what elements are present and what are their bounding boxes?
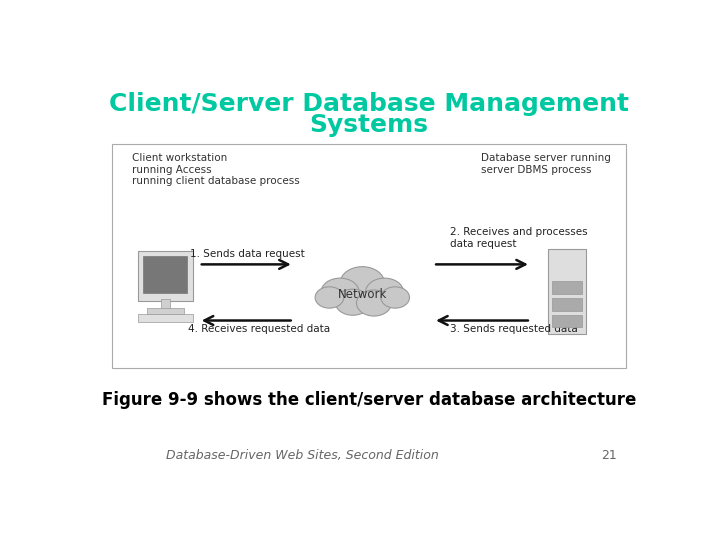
Text: Database server running: Database server running	[481, 153, 611, 164]
FancyBboxPatch shape	[138, 251, 193, 301]
Text: 4. Receives requested data: 4. Receives requested data	[188, 324, 330, 334]
Text: Figure 9-9 shows the client/server database architecture: Figure 9-9 shows the client/server datab…	[102, 390, 636, 409]
Text: Network: Network	[338, 288, 387, 301]
FancyBboxPatch shape	[552, 281, 582, 294]
Circle shape	[381, 287, 410, 308]
Text: Systems: Systems	[310, 113, 428, 137]
FancyBboxPatch shape	[147, 308, 184, 314]
Text: running client database process: running client database process	[132, 176, 300, 186]
FancyBboxPatch shape	[143, 256, 187, 293]
Text: 1. Sends data request: 1. Sends data request	[190, 249, 305, 259]
FancyBboxPatch shape	[138, 314, 193, 322]
Text: 3. Sends requested data: 3. Sends requested data	[450, 324, 577, 334]
Text: Database-Driven Web Sites, Second Edition: Database-Driven Web Sites, Second Editio…	[166, 449, 438, 462]
Text: Client/Server Database Management: Client/Server Database Management	[109, 92, 629, 116]
Text: Client workstation: Client workstation	[132, 153, 227, 164]
Circle shape	[336, 289, 370, 315]
Circle shape	[366, 278, 404, 307]
Text: server DBMS process: server DBMS process	[481, 165, 591, 174]
Text: 2. Receives and processes
data request: 2. Receives and processes data request	[450, 227, 588, 248]
Text: 21: 21	[601, 449, 617, 462]
FancyBboxPatch shape	[548, 249, 586, 334]
Text: running Access: running Access	[132, 165, 212, 174]
FancyBboxPatch shape	[552, 315, 582, 327]
Circle shape	[356, 290, 392, 316]
Circle shape	[321, 278, 359, 307]
Circle shape	[315, 287, 343, 308]
Circle shape	[340, 267, 384, 300]
FancyBboxPatch shape	[552, 298, 582, 310]
FancyBboxPatch shape	[161, 299, 170, 309]
